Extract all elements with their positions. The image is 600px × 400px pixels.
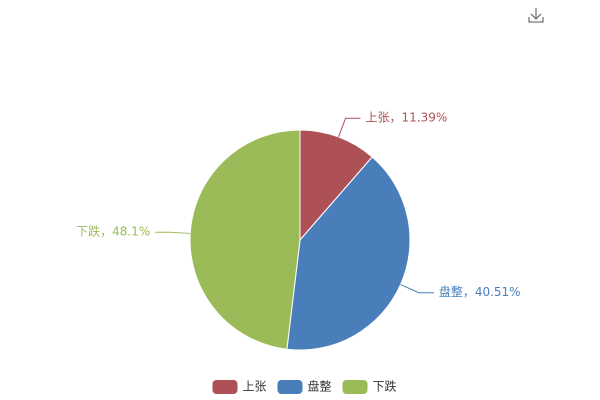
pie-slice	[299, 129, 373, 242]
legend-label: 下跌	[373, 379, 397, 394]
label-line	[155, 231, 191, 234]
legend-label: 上张	[243, 380, 267, 394]
data-label: 上张，11.39%	[366, 111, 448, 125]
label-line	[338, 117, 361, 138]
data-label: 下跌，48.1%	[76, 224, 150, 239]
legend-swatch	[342, 380, 368, 394]
legend-swatch	[212, 380, 238, 394]
legend-swatch	[277, 380, 303, 394]
pie-slice	[189, 129, 301, 350]
label-line	[400, 284, 434, 294]
legend-label: 盘整	[308, 379, 332, 394]
data-label: 盘整，40.51%	[439, 284, 521, 299]
download-icon[interactable]	[528, 8, 544, 23]
pie-slice	[286, 156, 411, 351]
